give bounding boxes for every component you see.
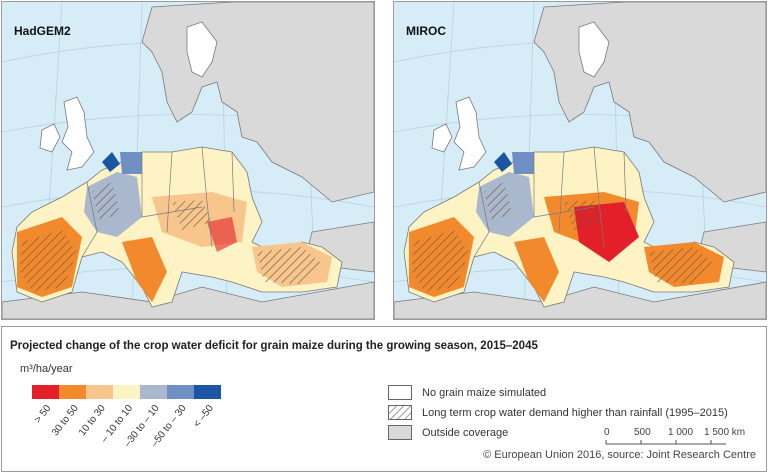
color-scale bbox=[32, 385, 221, 399]
scale-label: > 50 bbox=[32, 403, 54, 426]
swatch-no-maize bbox=[388, 385, 412, 400]
scale-tick: 1 000 bbox=[668, 427, 694, 438]
map-canvas bbox=[2, 2, 374, 319]
swatch bbox=[113, 385, 140, 399]
legend-label: Outside coverage bbox=[422, 426, 509, 439]
legend-hatched: Long term crop water demand higher than … bbox=[388, 405, 728, 420]
scale-label: < –50 bbox=[191, 403, 216, 430]
swatch-outside bbox=[388, 425, 412, 440]
legend-label: No grain maize simulated bbox=[422, 386, 547, 399]
legend-label: Long term crop water demand higher than … bbox=[422, 406, 728, 419]
map-miroc: MIROC bbox=[393, 1, 767, 320]
swatch bbox=[167, 385, 194, 399]
legend-no-maize: No grain maize simulated bbox=[388, 385, 546, 400]
swatch bbox=[86, 385, 113, 399]
map-canvas bbox=[394, 2, 766, 319]
legend-title: Projected change of the crop water defic… bbox=[10, 340, 538, 352]
scale-line bbox=[605, 440, 726, 445]
scale-label: 30 to 50 bbox=[49, 403, 81, 439]
source-note: © European Union 2016, source: Joint Res… bbox=[483, 449, 756, 461]
swatch-hatched bbox=[388, 405, 412, 420]
legend: Projected change of the crop water defic… bbox=[1, 326, 767, 472]
map-hadgem2: HadGEM2 bbox=[1, 1, 375, 320]
swatch bbox=[32, 385, 59, 399]
map-title: HadGEM2 bbox=[14, 24, 71, 38]
legend-outside: Outside coverage bbox=[388, 425, 508, 440]
scale-tick: 1 500 km bbox=[704, 427, 746, 438]
swatch bbox=[140, 385, 167, 399]
scale-bar: 0 500 1 000 1 500 km bbox=[596, 427, 748, 451]
swatch bbox=[194, 385, 221, 399]
scale-labels: > 50 30 to 50 10 to 30 – 10 to 10 –30 to… bbox=[32, 403, 221, 463]
scale-tick: 0 bbox=[604, 427, 610, 438]
map-title: MIROC bbox=[406, 24, 446, 38]
scale-tick: 500 bbox=[634, 427, 651, 438]
swatch bbox=[59, 385, 86, 399]
legend-unit: m³/ha/year bbox=[20, 363, 73, 375]
